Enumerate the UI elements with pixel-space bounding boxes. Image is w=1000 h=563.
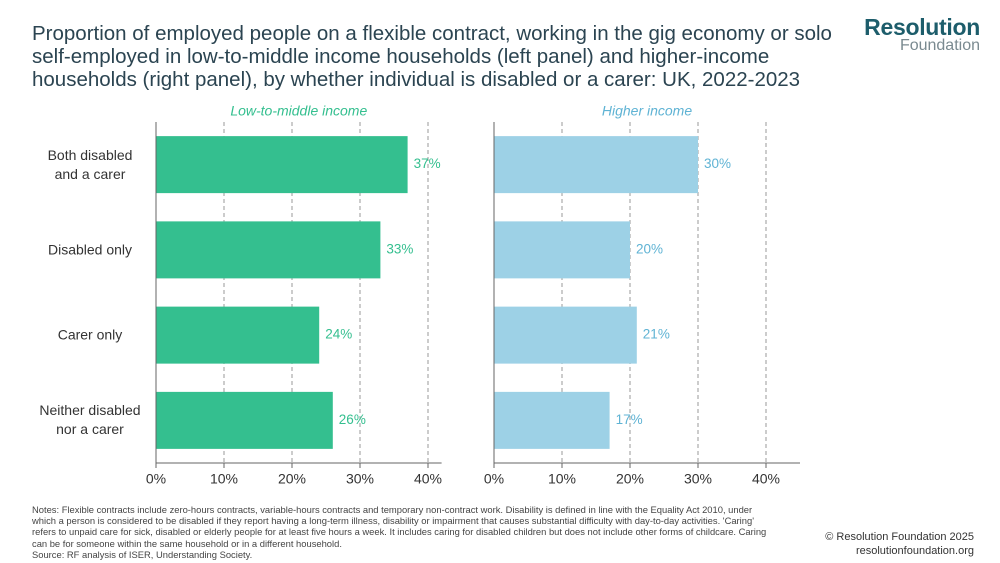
value-label: 37% [414, 156, 441, 171]
value-label: 17% [616, 412, 643, 427]
category-label: Disabled only [47, 241, 133, 258]
x-tick-label: 40% [414, 471, 442, 487]
website: resolutionfoundation.org [855, 545, 974, 557]
bar [156, 221, 381, 279]
copyright: © Resolution Foundation 2025 [825, 531, 974, 543]
x-tick-label: 20% [278, 471, 306, 487]
value-label: 24% [325, 327, 352, 342]
x-tick-label: 40% [752, 471, 780, 487]
value-label: 20% [636, 241, 663, 256]
value-label: 26% [339, 412, 366, 427]
category-label: Both disabled and a carer [47, 146, 133, 182]
x-tick-label: 10% [548, 471, 576, 487]
x-tick-label: 0% [146, 471, 166, 487]
bar [156, 391, 333, 449]
x-tick-label: 20% [616, 471, 644, 487]
notes: Notes: Flexible contracts include zero-h… [32, 504, 772, 560]
category-label: Neither disabled nor a carer [39, 402, 141, 438]
x-tick-label: 10% [210, 471, 238, 487]
bar [494, 306, 637, 364]
category-label: Carer only [57, 326, 123, 343]
x-tick-label: 30% [346, 471, 374, 487]
logo-subname: Foundation [899, 37, 980, 54]
logo-name: Resolution [864, 14, 980, 40]
x-tick-label: 0% [484, 471, 504, 487]
x-tick-label: 30% [684, 471, 712, 487]
panel-subtitle: Low-to-middle income [230, 103, 367, 119]
value-label: 30% [704, 156, 731, 171]
footer: © Resolution Foundation 2025 resolutionfo… [825, 530, 974, 558]
bar [494, 136, 698, 194]
bar [156, 306, 320, 364]
value-label: 21% [643, 327, 670, 342]
bar [494, 391, 610, 449]
bar [156, 136, 408, 194]
value-label: 33% [386, 241, 413, 256]
panel-subtitle: Higher income [602, 103, 692, 119]
title: Proportion of employed people on a flexi… [32, 22, 832, 91]
source: Source: RF analysis of ISER, Understandi… [32, 548, 253, 560]
notes-text: Notes: Flexible contracts include zero-h… [32, 504, 767, 549]
bar [494, 221, 630, 279]
